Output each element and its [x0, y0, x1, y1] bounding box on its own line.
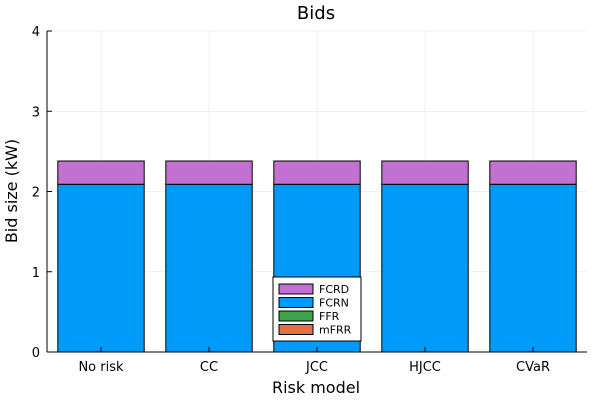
y-tick-label: 1 — [32, 266, 40, 281]
x-tick-label: CC — [200, 360, 218, 375]
legend-swatch-mfrr — [278, 324, 314, 335]
y-tick-label: 0 — [32, 346, 40, 361]
x-tick-label: No risk — [78, 360, 124, 375]
bar-fcrd-5 — [489, 160, 577, 185]
x-axis-title: Risk model — [272, 378, 360, 397]
x-tick-label: HJCC — [409, 360, 441, 375]
bar-fcrd-4 — [381, 160, 469, 185]
bar-fcrd-3 — [273, 160, 361, 185]
legend-swatch-fcrn — [278, 297, 314, 308]
legend-swatch-ffr — [278, 310, 314, 322]
bar-fcrd-1 — [57, 160, 145, 185]
tick-labels: 0 1 2 3 4 No risk CC JCC HJCC CVaR — [32, 25, 550, 375]
x-tick-label: JCC — [305, 360, 328, 375]
x-tick-label: CVaR — [516, 360, 550, 375]
bar-fcrd-2 — [165, 160, 253, 185]
bar-fcrn-4 — [381, 183, 469, 353]
bar-fcrn-2 — [165, 183, 253, 353]
y-tick-label: 3 — [32, 105, 40, 120]
bar-fcrn-5 — [489, 183, 577, 353]
legend-label-fcrd: FCRD — [319, 283, 349, 296]
chart-title: Bids — [297, 3, 335, 24]
axes — [46, 30, 587, 353]
y-tick-label: 2 — [32, 186, 40, 201]
y-axis-title: Bid size (kW) — [2, 139, 21, 243]
legend-label-mfrr: mFRR — [319, 324, 352, 337]
legend-label-ffr: FFR — [319, 310, 340, 323]
y-tick-label: 4 — [32, 25, 40, 40]
legend-swatch-fcrd — [278, 283, 314, 295]
bar-fcrn-1 — [57, 183, 145, 353]
legend-label-fcrn: FCRN — [319, 297, 349, 310]
